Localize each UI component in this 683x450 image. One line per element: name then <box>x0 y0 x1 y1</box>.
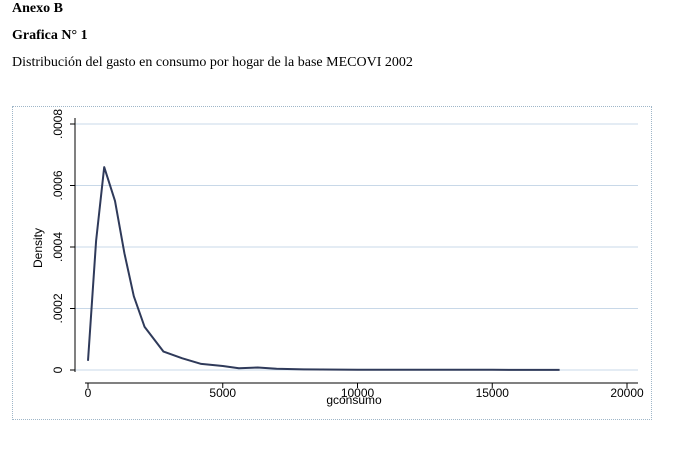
x-axis-label: gconsumo <box>326 393 382 407</box>
y-tick-label: .0004 <box>51 232 65 262</box>
y-tick-label: 0 <box>51 366 65 373</box>
y-tick-label: .0006 <box>51 170 65 200</box>
x-tick-label: 10000 <box>341 386 375 400</box>
y-axis-label: Density <box>31 228 45 268</box>
x-tick-label: 15000 <box>476 386 510 400</box>
figure-caption: Distribución del gasto en consumo por ho… <box>12 55 413 70</box>
y-tick-label: .0008 <box>51 109 65 139</box>
x-tick-label: 20000 <box>610 386 644 400</box>
chart-frame <box>12 106 652 420</box>
density-line <box>87 166 560 371</box>
y-tick-label: .0002 <box>51 293 65 323</box>
x-tick-label: 5000 <box>209 386 236 400</box>
x-tick-label: 0 <box>85 386 92 400</box>
figure-number: Grafica N° 1 <box>12 28 88 43</box>
annex-label: Anexo B <box>12 1 63 16</box>
